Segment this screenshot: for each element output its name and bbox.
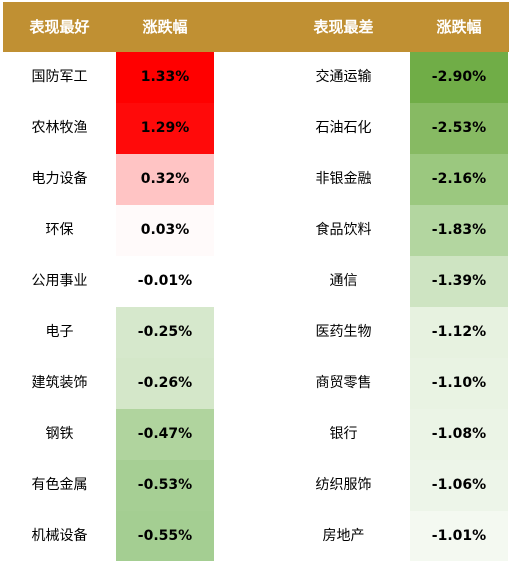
best-change: -0.25% [116, 307, 214, 358]
header-change-right: 涨跌幅 [436, 18, 482, 36]
best-change: -0.53% [116, 460, 214, 511]
best-name: 有色金属 [31, 477, 88, 493]
worst-name: 交通运输 [315, 69, 372, 85]
best-change: 1.29% [116, 103, 214, 154]
best-name: 电子 [45, 324, 74, 340]
header-best: 表现最好 [29, 18, 90, 36]
best-name: 公用事业 [31, 273, 88, 289]
worst-name: 银行 [329, 426, 358, 442]
worst-name: 医药生物 [315, 324, 372, 340]
best-name: 环保 [45, 222, 74, 238]
best-change: -0.55% [116, 511, 214, 561]
worst-change: -2.90% [410, 52, 508, 103]
worst-change: -1.06% [410, 460, 508, 511]
worst-name: 房地产 [322, 528, 365, 544]
header-worst: 表现最差 [313, 18, 374, 36]
best-change: -0.01% [116, 256, 214, 307]
worst-name: 通信 [329, 273, 358, 289]
table-row: 钢铁 -0.47% 银行 -1.08% [3, 409, 509, 460]
best-change: 0.03% [116, 205, 214, 256]
table-header: 表现最好 涨跌幅 表现最差 涨跌幅 [3, 2, 509, 52]
table-row: 电力设备 0.32% 非银金融 -2.16% [3, 154, 509, 205]
best-name: 钢铁 [45, 426, 74, 442]
worst-name: 石油石化 [315, 120, 372, 136]
worst-change: -1.10% [410, 358, 508, 409]
table-row: 国防军工 1.33% 交通运输 -2.90% [3, 52, 509, 103]
worst-change: -1.12% [410, 307, 508, 358]
table-row: 农林牧渔 1.29% 石油石化 -2.53% [3, 103, 509, 154]
best-name: 机械设备 [31, 528, 88, 544]
worst-change: -2.53% [410, 103, 508, 154]
best-name: 电力设备 [31, 171, 88, 187]
best-change: -0.26% [116, 358, 214, 409]
worst-change: -1.83% [410, 205, 508, 256]
table-row: 环保 0.03% 食品饮料 -1.83% [3, 205, 509, 256]
best-name: 建筑装饰 [31, 375, 88, 391]
header-change-left: 涨跌幅 [142, 18, 188, 36]
best-change: -0.47% [116, 409, 214, 460]
worst-change: -1.08% [410, 409, 508, 460]
worst-change: -1.01% [410, 511, 508, 561]
best-name: 国防军工 [31, 69, 88, 85]
worst-name: 商贸零售 [315, 375, 372, 391]
worst-name: 非银金融 [315, 171, 372, 187]
table-row: 电子 -0.25% 医药生物 -1.12% [3, 307, 509, 358]
table-row: 建筑装饰 -0.26% 商贸零售 -1.10% [3, 358, 509, 409]
best-change: 0.32% [116, 154, 214, 205]
worst-change: -1.39% [410, 256, 508, 307]
worst-change: -2.16% [410, 154, 508, 205]
best-change: 1.33% [116, 52, 214, 103]
table-row: 有色金属 -0.53% 纺织服饰 -1.06% [3, 460, 509, 511]
table-row: 公用事业 -0.01% 通信 -1.39% [3, 256, 509, 307]
worst-name: 食品饮料 [315, 222, 372, 238]
table-row: 机械设备 -0.55% 房地产 -1.01% [3, 511, 509, 561]
best-name: 农林牧渔 [31, 120, 88, 136]
worst-name: 纺织服饰 [315, 477, 372, 493]
